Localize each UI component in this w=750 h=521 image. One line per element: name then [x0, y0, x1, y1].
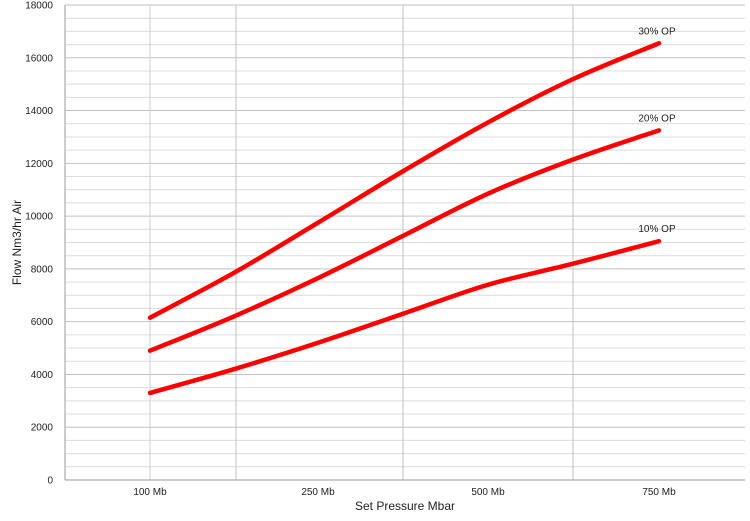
series-label: 20% OP	[638, 113, 676, 124]
y-tick-label: 0	[47, 476, 53, 487]
series-line-1	[147, 238, 662, 396]
y-tick-label: 12000	[25, 159, 53, 170]
y-tick-label: 2000	[31, 423, 54, 434]
y-tick-label: 16000	[25, 53, 53, 64]
x-axis-ticks: 100 Mb 250 Mb 500 Mb 750 Mb	[133, 487, 676, 498]
x-axis-title: Set Pressure Mbar	[355, 499, 455, 513]
series-line-3	[147, 41, 662, 320]
x-tick-label: 500 Mb	[471, 487, 505, 498]
y-tick-label: 14000	[25, 106, 53, 117]
y-tick-label: 4000	[31, 370, 54, 381]
series-line-2	[147, 128, 662, 353]
series-lines	[147, 41, 662, 396]
y-tick-label: 8000	[31, 264, 54, 275]
x-tick-label: 750 Mb	[642, 487, 676, 498]
series-labels: 10% OP 20% OP 30% OP	[638, 26, 676, 235]
grid-lines	[64, 4, 745, 481]
y-axis-ticks: 0 2000 4000 6000 8000 10000 12000 14000 16000 180…	[25, 1, 53, 487]
y-axis-title: Flow Nm3/hr Air	[10, 200, 24, 285]
x-tick-label: 250 Mb	[301, 487, 335, 498]
series-label: 30% OP	[638, 26, 676, 37]
y-tick-label: 6000	[31, 317, 54, 328]
y-tick-label: 18000	[25, 1, 53, 12]
series-label: 10% OP	[638, 224, 676, 235]
y-tick-label: 10000	[25, 212, 53, 223]
x-tick-label: 100 Mb	[133, 487, 167, 498]
